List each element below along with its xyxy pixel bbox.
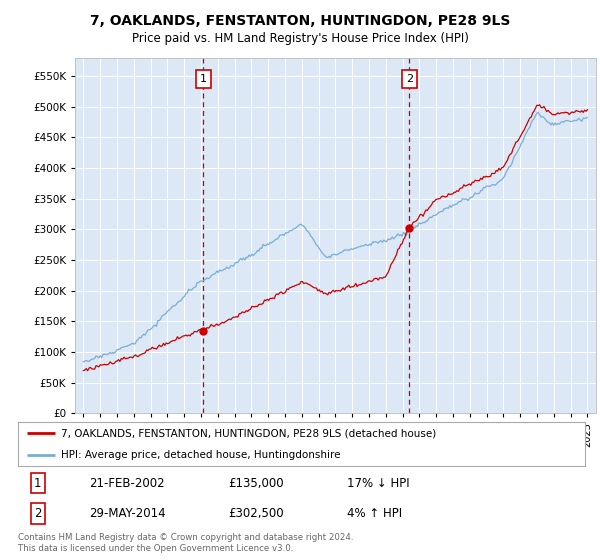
Text: 17% ↓ HPI: 17% ↓ HPI [347,477,409,490]
Text: Price paid vs. HM Land Registry's House Price Index (HPI): Price paid vs. HM Land Registry's House … [131,32,469,45]
Text: £302,500: £302,500 [228,507,283,520]
Text: 2: 2 [34,507,41,520]
Text: £135,000: £135,000 [228,477,283,490]
Text: 1: 1 [200,74,206,84]
Text: 4% ↑ HPI: 4% ↑ HPI [347,507,402,520]
Text: 7, OAKLANDS, FENSTANTON, HUNTINGDON, PE28 9LS (detached house): 7, OAKLANDS, FENSTANTON, HUNTINGDON, PE2… [61,428,436,438]
Text: 2: 2 [406,74,413,84]
Text: HPI: Average price, detached house, Huntingdonshire: HPI: Average price, detached house, Hunt… [61,450,340,460]
Text: This data is licensed under the Open Government Licence v3.0.: This data is licensed under the Open Gov… [18,544,293,553]
Text: 21-FEB-2002: 21-FEB-2002 [89,477,164,490]
Text: Contains HM Land Registry data © Crown copyright and database right 2024.: Contains HM Land Registry data © Crown c… [18,533,353,542]
Text: 29-MAY-2014: 29-MAY-2014 [89,507,166,520]
Text: 1: 1 [34,477,41,490]
Text: 7, OAKLANDS, FENSTANTON, HUNTINGDON, PE28 9LS: 7, OAKLANDS, FENSTANTON, HUNTINGDON, PE2… [90,14,510,28]
